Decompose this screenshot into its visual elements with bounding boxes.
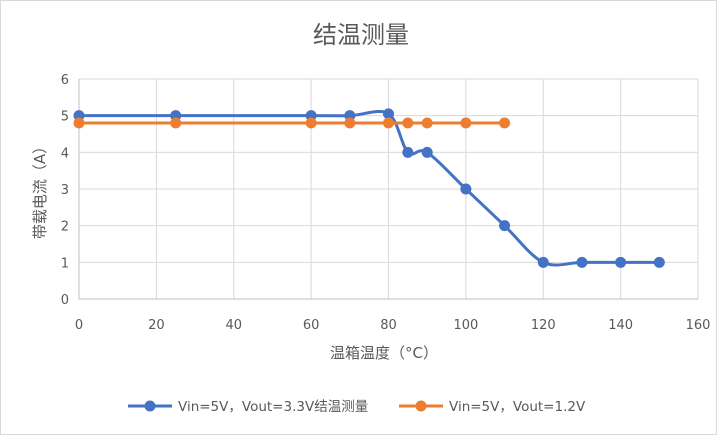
data-point <box>460 183 472 195</box>
x-tick-label: 20 <box>148 318 165 333</box>
data-point <box>421 117 433 129</box>
legend-label: Vin=5V，Vout=1.2V <box>449 399 586 415</box>
y-tick-label: 0 <box>61 293 69 308</box>
x-axis-title: 温箱温度（°C） <box>330 344 438 362</box>
y-axis-title: 带载电流（A） <box>31 139 49 239</box>
x-tick-label: 0 <box>75 318 83 333</box>
series-line <box>78 109 660 267</box>
data-point <box>344 117 356 129</box>
data-point <box>383 117 394 129</box>
data-point <box>421 146 433 158</box>
data-point <box>653 256 665 268</box>
x-tick-label: 60 <box>303 318 320 333</box>
x-tick-label: 140 <box>608 318 633 333</box>
data-point <box>402 117 414 129</box>
x-tick-label: 80 <box>380 318 397 333</box>
data-point <box>402 146 414 158</box>
y-tick-label: 5 <box>61 110 69 125</box>
x-tick-label: 120 <box>531 318 556 333</box>
x-tick-label: 160 <box>686 318 711 333</box>
legend-marker <box>144 400 156 412</box>
legend-item-2: Vin=5V，Vout=1.2V <box>399 399 586 415</box>
legend: Vin=5V，Vout=3.3V结温测量 Vin=5V，Vout=1.2V <box>128 399 586 415</box>
data-point <box>576 256 588 268</box>
legend-item-1: Vin=5V，Vout=3.3V结温测量 <box>128 399 368 415</box>
series-2 <box>73 117 511 129</box>
data-point <box>170 117 182 129</box>
data-point <box>615 256 627 268</box>
series-layer <box>73 108 665 268</box>
data-point <box>305 117 317 129</box>
y-tick-label: 6 <box>61 73 69 88</box>
legend-marker <box>415 400 427 412</box>
data-point <box>537 256 549 268</box>
data-point <box>73 117 85 129</box>
y-tick-label: 3 <box>61 183 69 198</box>
legend-label: Vin=5V，Vout=3.3V结温测量 <box>178 399 368 415</box>
data-point <box>499 117 511 129</box>
y-tick-label: 4 <box>61 146 69 161</box>
x-tick-label: 100 <box>453 318 478 333</box>
y-tick-label: 2 <box>61 220 69 235</box>
chart-title: 结温测量 <box>313 21 409 49</box>
data-point <box>460 117 472 129</box>
y-tick-label: 1 <box>61 256 69 271</box>
data-point <box>383 108 394 120</box>
x-tick-label: 40 <box>225 318 242 333</box>
series-1 <box>73 108 665 268</box>
data-point <box>499 220 511 232</box>
